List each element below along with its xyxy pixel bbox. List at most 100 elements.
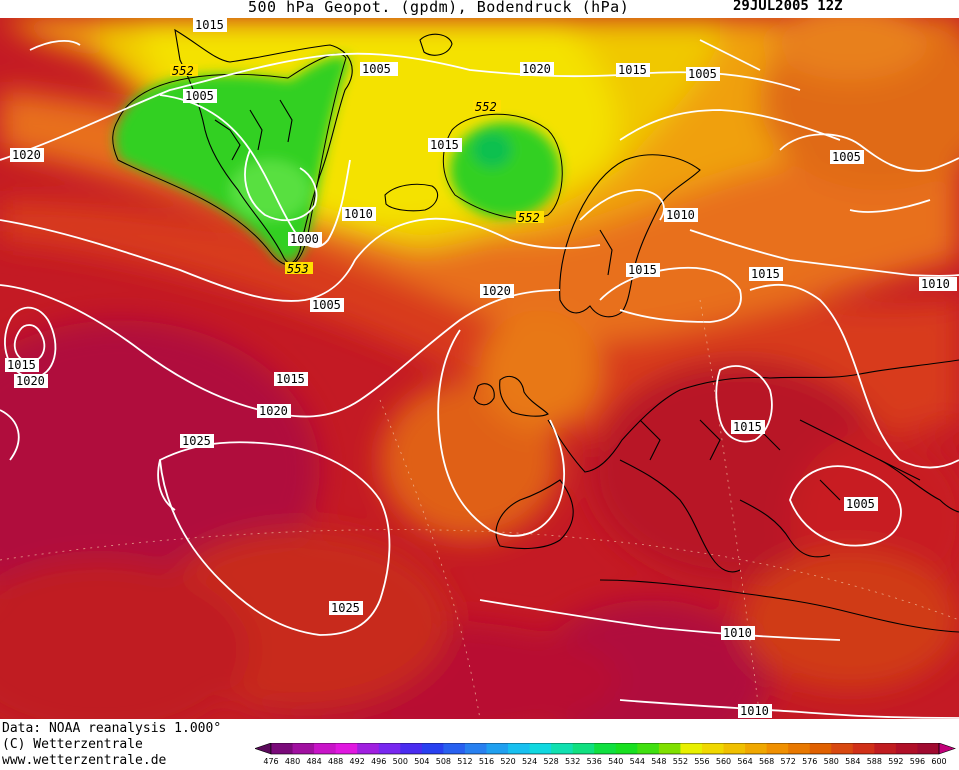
legend-tick-label: 528 xyxy=(543,757,558,766)
legend-swatch xyxy=(508,743,531,754)
svg-text:1005: 1005 xyxy=(832,150,861,164)
legend-swatch xyxy=(723,743,746,754)
isobar-label: 1015 xyxy=(616,63,650,77)
legend-tick-label: 576 xyxy=(802,757,817,766)
svg-text:553: 553 xyxy=(287,262,309,276)
svg-text:1005: 1005 xyxy=(846,497,875,511)
color-field xyxy=(0,18,959,719)
svg-text:552: 552 xyxy=(475,100,497,114)
isobar-label: 1025 xyxy=(180,434,214,448)
isobar-label: 1015 xyxy=(274,372,308,386)
legend-swatch xyxy=(594,743,617,754)
height-label: 552 xyxy=(170,64,198,78)
isobar-label: 1015 xyxy=(5,358,39,372)
legend-tick-label: 548 xyxy=(651,757,666,766)
legend-tick-label: 500 xyxy=(393,757,408,766)
legend-tick-label: 560 xyxy=(716,757,731,766)
svg-text:1010: 1010 xyxy=(921,277,950,291)
legend-swatch xyxy=(831,743,854,754)
isobar-labels: 1015 1005 1005 1020 1015 1005 1005 1015 … xyxy=(5,18,957,718)
geopotential-map: 1015 1005 1005 1020 1015 1005 1005 1015 … xyxy=(0,18,959,719)
legend-swatch xyxy=(895,743,918,754)
legend-swatch xyxy=(572,743,595,754)
legend-tick-label: 488 xyxy=(328,757,343,766)
svg-text:1000: 1000 xyxy=(290,232,319,246)
svg-text:1025: 1025 xyxy=(182,434,211,448)
svg-text:1010: 1010 xyxy=(344,207,373,221)
svg-text:1015: 1015 xyxy=(628,263,657,277)
isobar-label: 1005 xyxy=(183,89,217,103)
isobar-label: 1015 xyxy=(193,18,227,32)
svg-text:552: 552 xyxy=(518,211,540,225)
isobar-label: 1010 xyxy=(721,626,755,640)
legend-swatch xyxy=(292,743,315,754)
height-label: 552 xyxy=(473,100,501,114)
legend-swatch xyxy=(637,743,660,754)
isobar-label: 1015 xyxy=(626,263,660,277)
isobar-label: 1005 xyxy=(686,67,720,81)
footer: Data: NOAA reanalysis 1.000° (C) Wetterz… xyxy=(0,719,959,770)
svg-text:1020: 1020 xyxy=(259,404,288,418)
legend-tick-label: 516 xyxy=(479,757,494,766)
legend-tick-label: 588 xyxy=(867,757,882,766)
isobars xyxy=(0,39,959,719)
legend-tick-label: 600 xyxy=(931,757,946,766)
legend-swatch xyxy=(788,743,811,754)
legend-swatch xyxy=(357,743,380,754)
legend-swatch xyxy=(378,743,401,754)
coastlines xyxy=(174,28,959,633)
legend-swatch xyxy=(809,743,832,754)
legend-swatch xyxy=(701,743,725,754)
legend-arrow-high xyxy=(938,743,956,755)
legend-swatch xyxy=(658,743,681,754)
header: 500 hPa Geopot. (gpdm), Bodendruck (hPa)… xyxy=(0,0,959,18)
legend-tick-label: 512 xyxy=(457,757,472,766)
svg-text:1025: 1025 xyxy=(331,601,360,615)
legend-tick-label: 480 xyxy=(285,757,300,766)
svg-text:1020: 1020 xyxy=(522,62,551,76)
legend-swatch xyxy=(745,743,768,754)
legend-tick-label: 504 xyxy=(414,757,429,766)
legend-swatch xyxy=(680,743,703,754)
svg-text:1015: 1015 xyxy=(195,18,224,32)
svg-text:1005: 1005 xyxy=(688,67,717,81)
svg-text:1015: 1015 xyxy=(276,372,305,386)
website-text: www.wetterzentrale.de xyxy=(2,753,167,768)
legend-tick-label: 540 xyxy=(608,757,623,766)
legend-tick-label: 564 xyxy=(737,757,752,766)
isobar-label: 1005 xyxy=(360,62,398,76)
legend-swatch xyxy=(443,743,466,754)
legend-tick-label: 496 xyxy=(371,757,386,766)
isobar-label: 1010 xyxy=(919,277,957,291)
legend-tick-label: 520 xyxy=(500,757,515,766)
legend-swatch xyxy=(271,743,294,754)
isobar-label: 1020 xyxy=(14,374,48,388)
copyright-text: (C) Wetterzentrale xyxy=(2,737,143,752)
legend-tick-label: 532 xyxy=(565,757,580,766)
legend-tick-label: 568 xyxy=(759,757,774,766)
svg-text:1010: 1010 xyxy=(666,208,695,222)
legend-swatch xyxy=(852,743,875,754)
svg-text:1020: 1020 xyxy=(482,284,511,298)
isobar-label: 1010 xyxy=(342,207,376,221)
legend-arrow-low xyxy=(255,743,272,755)
color-legend: 476 480 484 488 492 496 500 504 508 512 516 520 524 5… xyxy=(255,743,956,766)
svg-text:1010: 1010 xyxy=(723,626,752,640)
svg-text:1015: 1015 xyxy=(618,63,647,77)
legend-swatch xyxy=(314,743,337,754)
legend-swatch xyxy=(874,743,897,754)
legend-tick-label: 584 xyxy=(845,757,860,766)
height-labels: 552 552 552 553 xyxy=(170,64,544,276)
isobar-label: 1010 xyxy=(664,208,698,222)
map-title: 500 hPa Geopot. (gpdm), Bodendruck (hPa) xyxy=(248,0,630,16)
legend-tick-label: 572 xyxy=(781,757,796,766)
svg-text:1005: 1005 xyxy=(362,62,391,76)
legend-tick-label: 596 xyxy=(910,757,925,766)
legend-swatch xyxy=(464,743,487,754)
legend-swatch xyxy=(421,743,444,754)
legend-swatch xyxy=(917,743,940,754)
map-date: 29JUL2005 12Z xyxy=(733,0,843,14)
legend-tick-label: 552 xyxy=(673,757,688,766)
isobar-label: 1020 xyxy=(520,62,554,76)
isobar-label: 1015 xyxy=(428,138,462,152)
